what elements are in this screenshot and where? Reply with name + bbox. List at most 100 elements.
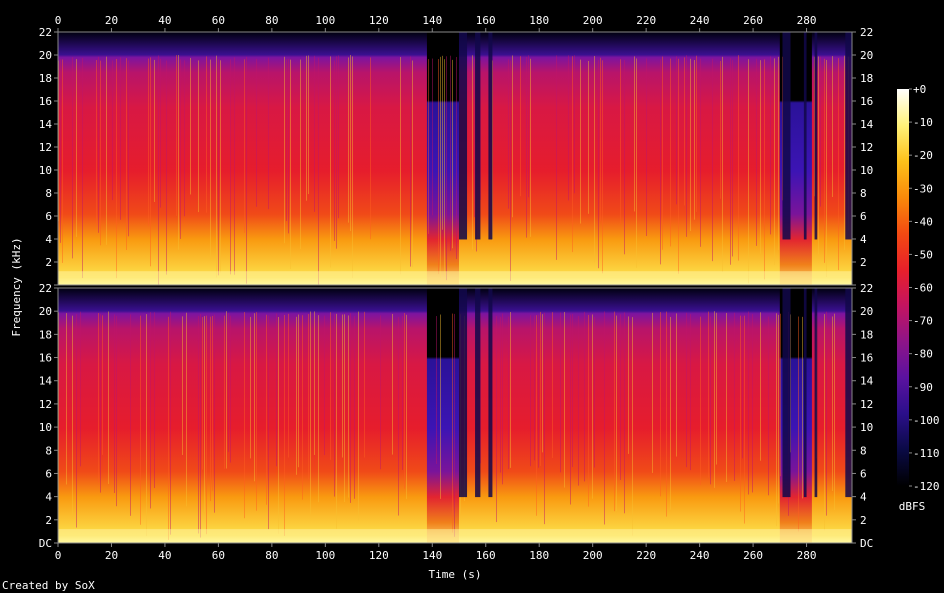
channel-2-streak — [288, 313, 289, 458]
channel-1-streak — [72, 57, 73, 259]
channel-1-streak — [120, 57, 121, 220]
channel-2-streak — [628, 316, 629, 454]
y-tick-label-left: 10 — [39, 164, 52, 177]
channel-2-streak — [536, 315, 537, 516]
channel-2-streak — [226, 311, 227, 469]
x-tick-label-top: 280 — [797, 14, 817, 27]
channel-1-streak — [128, 60, 129, 237]
colorbar-gradient — [897, 89, 909, 486]
channel-1-streak — [178, 55, 179, 250]
y-tick-label-right: 22 — [860, 26, 873, 39]
channel-1-streak — [598, 60, 599, 269]
channel-1-streak — [620, 59, 621, 224]
channel-2-streak — [214, 314, 215, 513]
y-tick-label-left: 6 — [45, 210, 52, 223]
channel-1-streak — [440, 56, 441, 278]
channel-2-streak — [686, 312, 687, 468]
channel-2-streak — [748, 311, 749, 495]
channel-1-streak — [588, 60, 589, 214]
channel-1-streak — [824, 58, 825, 263]
channel-1-streak — [446, 56, 447, 281]
channel-1-streak — [760, 60, 761, 254]
channel-2-texture — [58, 311, 835, 540]
channel-2-streak — [358, 311, 359, 521]
channel-2-streak — [500, 316, 501, 473]
channel-2-streak — [652, 312, 653, 473]
channel-2-streak — [254, 313, 255, 482]
channel-2-streak — [302, 315, 303, 500]
x-tick-label-top: 160 — [476, 14, 496, 27]
channel-1-streak — [670, 58, 671, 247]
channel-2-streak — [150, 312, 151, 509]
channel-1-streak — [624, 60, 625, 255]
channel-1-streak — [474, 58, 475, 218]
channel-2-streak — [440, 314, 441, 499]
channel-1-streak — [106, 56, 107, 245]
channel-1-streak — [748, 59, 749, 284]
channel-1-gap-2 — [475, 32, 481, 240]
channel-2-streak — [406, 314, 407, 499]
channel-2-frame — [57, 287, 853, 544]
channel-1-streak — [300, 59, 301, 250]
x-tick-label-top: 220 — [636, 14, 656, 27]
channel-1-streak — [838, 58, 839, 271]
channel-2-streak — [276, 313, 277, 467]
channel-2-streak — [570, 314, 571, 505]
channel-1-streak — [338, 55, 339, 219]
channel-1-streak — [148, 58, 149, 227]
colorbar-tick-label: -20 — [913, 149, 933, 162]
x-tick-label-bottom: 80 — [265, 549, 278, 562]
channel-1-streak — [600, 57, 601, 222]
channel-1-streak — [574, 55, 575, 194]
channel-2-streak — [284, 314, 285, 536]
channel-2-streak — [542, 314, 543, 453]
channel-2-streak — [742, 316, 743, 459]
channel-2-quiet-section-1 — [426, 288, 460, 543]
channel-1-streak — [218, 59, 219, 276]
channel-1-streak — [82, 58, 83, 279]
channel-2-streak — [538, 314, 539, 468]
channel-2-streak — [708, 311, 709, 478]
y-tick-label-right: 8 — [860, 187, 867, 200]
channel-2-streak — [318, 315, 319, 503]
colorbar-tick-label: -110 — [913, 447, 940, 460]
channel-2-streak — [212, 315, 213, 491]
channel-2-streak — [298, 314, 299, 468]
channel-2-streak — [798, 316, 799, 532]
channel-2-streak — [616, 315, 617, 511]
channel-1-streak — [100, 60, 101, 246]
channel-1-streak — [684, 57, 685, 206]
x-tick-label-bottom: 180 — [529, 549, 549, 562]
channel-2-streak — [76, 314, 77, 528]
y-tick-label-left: 4 — [45, 233, 52, 246]
channel-1-streak — [732, 59, 733, 257]
channel-1-streak — [676, 56, 677, 205]
channel-2-streak — [354, 316, 355, 499]
channel-1-streak — [184, 60, 185, 217]
channel-2-streak — [826, 311, 827, 516]
channel-1-streak — [190, 57, 191, 195]
x-tick-label-bottom: 60 — [212, 549, 225, 562]
channel-1-streak — [512, 55, 513, 218]
channel-1-streak — [722, 56, 723, 272]
x-tick-label-top: 60 — [212, 14, 225, 27]
channel-1-streak — [580, 59, 581, 224]
channel-2-streak — [714, 311, 715, 488]
channel-1-streak — [334, 60, 335, 241]
channel-1-streak — [166, 60, 167, 275]
y-tick-label-right: 10 — [860, 421, 873, 434]
x-tick-label-bottom: 120 — [369, 549, 389, 562]
channel-1-streak — [306, 55, 307, 201]
x-tick-label-top: 140 — [422, 14, 442, 27]
channel-1-frame — [57, 31, 853, 286]
channel-1-streak — [230, 59, 231, 275]
channel-2-streak — [436, 316, 437, 464]
channel-2-streak — [530, 315, 531, 467]
channel-2-streak — [310, 311, 311, 515]
channel-1-streak — [370, 57, 371, 240]
channel-1-streak — [452, 59, 453, 249]
channel-2-streak — [716, 312, 717, 465]
channel-1-streak — [96, 60, 97, 225]
channel-2-streak — [402, 316, 403, 470]
channel-1-streak — [636, 58, 637, 268]
